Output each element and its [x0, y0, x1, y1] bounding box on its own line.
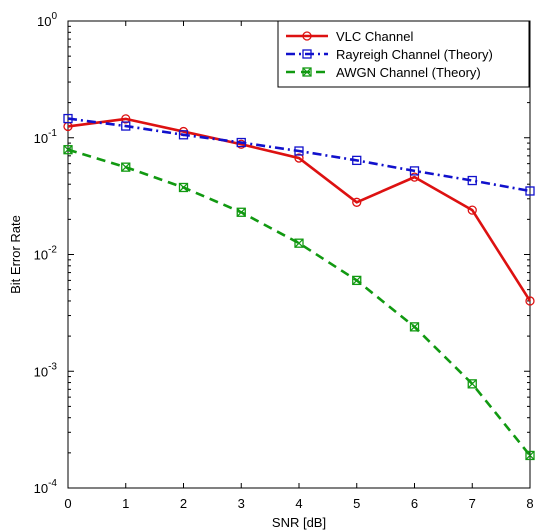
series-line — [67, 148, 532, 457]
legend-marker — [302, 49, 312, 59]
series-1 — [63, 113, 535, 196]
data-point — [409, 322, 420, 332]
legend-marker — [302, 67, 312, 77]
data-point — [121, 114, 131, 124]
data-point — [409, 166, 420, 176]
y-tick-label: 100 — [37, 11, 57, 29]
data-point — [352, 275, 362, 286]
data-point — [525, 186, 535, 196]
x-tick-label: 5 — [353, 496, 360, 511]
x-tick-label: 2 — [180, 496, 187, 511]
y-tick-base: 10 — [34, 481, 48, 496]
x-tick-label: 3 — [238, 496, 245, 511]
data-point — [467, 175, 477, 186]
series-layer — [63, 113, 535, 461]
legend-marker — [302, 31, 312, 41]
y-tick-exponent: -3 — [48, 361, 57, 372]
y-tick-label: 10-4 — [34, 478, 58, 496]
y-tick-exponent: -2 — [48, 245, 57, 256]
x-tick-label: 4 — [295, 496, 302, 511]
y-tick-exponent: 0 — [51, 11, 57, 22]
y-tick-base: 10 — [34, 131, 48, 146]
x-tick-label: 1 — [122, 496, 129, 511]
data-point — [467, 205, 477, 215]
x-tick-label: 8 — [526, 496, 533, 511]
data-point — [236, 207, 246, 217]
series-2 — [63, 145, 535, 461]
data-point — [409, 172, 420, 182]
x-tick-label: 6 — [411, 496, 418, 511]
data-point — [178, 182, 189, 193]
data-point — [467, 379, 477, 389]
series-line — [67, 117, 532, 302]
y-tick-exponent: -4 — [48, 478, 57, 489]
legend-label: AWGN Channel (Theory) — [336, 65, 481, 80]
data-point — [294, 238, 304, 248]
legend-item: VLC Channel — [286, 29, 413, 44]
legend-label: VLC Channel — [336, 29, 413, 44]
data-point — [352, 197, 362, 207]
data-point — [525, 296, 535, 306]
data-point — [236, 137, 246, 148]
y-tick-label: 10-1 — [34, 128, 58, 146]
legend-item: AWGN Channel (Theory) — [286, 65, 481, 80]
x-tick-label: 7 — [469, 496, 476, 511]
data-point — [525, 450, 535, 461]
y-tick-base: 10 — [34, 248, 48, 263]
x-axis-label: SNR [dB] — [272, 515, 326, 530]
legend-item: Rayreigh Channel (Theory) — [286, 47, 493, 62]
y-axis-label: Bit Error Rate — [8, 215, 23, 294]
series-0 — [63, 114, 535, 306]
data-point — [121, 162, 131, 172]
data-point — [121, 121, 131, 131]
data-point — [294, 146, 304, 156]
x-tick-label: 0 — [64, 496, 71, 511]
legend: VLC Channel Rayreigh Channel (Theory) AWGN… — [277, 20, 530, 88]
data-point — [63, 113, 73, 124]
y-tick-exponent: -1 — [48, 128, 57, 139]
data-point — [352, 155, 362, 166]
data-point — [63, 145, 73, 155]
plot-frame — [67, 20, 531, 489]
y-tick-label: 10-3 — [34, 361, 58, 379]
data-point — [178, 130, 189, 140]
series-line — [67, 117, 531, 193]
data-point — [294, 153, 304, 163]
y-tick-base: 10 — [34, 364, 48, 379]
y-tick-base: 10 — [37, 14, 51, 29]
y-tick-label: 10-2 — [34, 245, 58, 263]
legend-label: Rayreigh Channel (Theory) — [336, 47, 493, 62]
